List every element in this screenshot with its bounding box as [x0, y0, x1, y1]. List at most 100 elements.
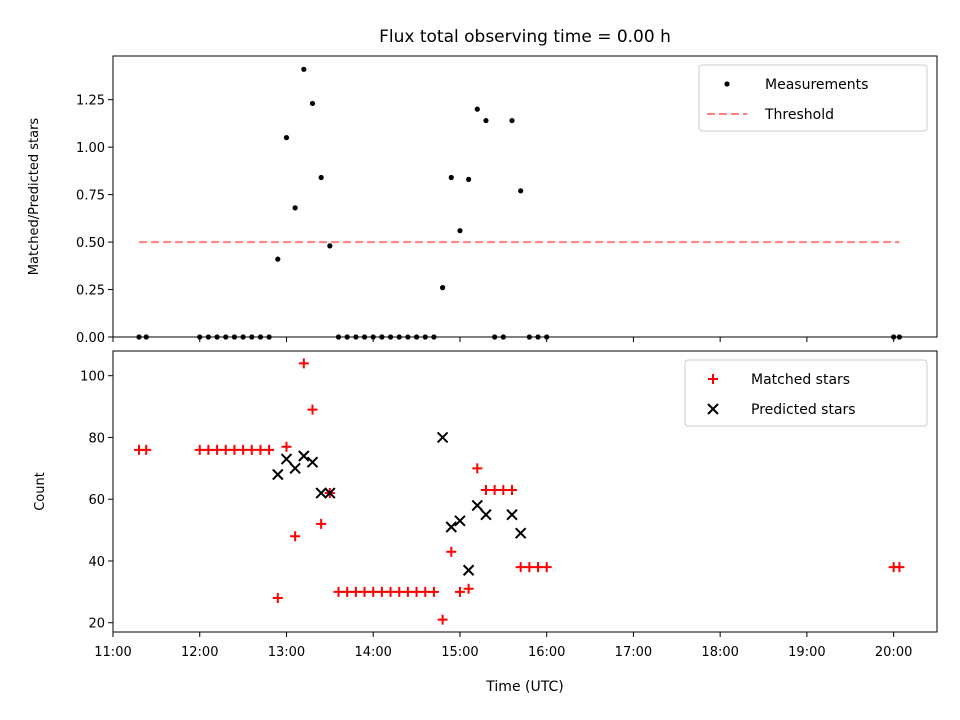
series-measurements — [136, 66, 903, 340]
matched-star-point — [359, 586, 370, 597]
matched-star-point — [342, 586, 353, 597]
matched-star-point — [203, 444, 214, 455]
measurement-point — [431, 334, 437, 340]
series-predicted-stars — [272, 431, 527, 576]
matched-star-point — [298, 358, 309, 369]
measurement-point — [405, 334, 411, 340]
predicted-star-point — [454, 515, 466, 527]
measurement-point — [535, 334, 541, 340]
predicted-star-point — [436, 431, 449, 444]
matched-star-point — [498, 484, 509, 495]
x-tick-label: 13:00 — [268, 645, 305, 660]
measurement-point — [422, 334, 428, 340]
predicted-star-point — [480, 508, 492, 521]
legend-label: Threshold — [764, 107, 834, 123]
predicted-star-point — [445, 521, 457, 533]
matched-star-point — [316, 518, 327, 529]
measurement-point — [344, 334, 350, 340]
measurement-point — [214, 334, 220, 340]
matched-star-point — [894, 562, 905, 573]
measurement-point — [509, 117, 515, 124]
y-axis-label: Matched/Predicted stars — [27, 118, 42, 276]
plot-area — [136, 66, 903, 340]
matched-star-point — [463, 583, 474, 594]
y-axis-label: Count — [33, 472, 48, 511]
legend-frame — [698, 64, 928, 132]
legend-label: Measurements — [765, 77, 868, 93]
matched-star-point — [281, 441, 292, 452]
measurement-point — [466, 176, 472, 183]
predicted-star-point — [324, 487, 336, 499]
matched-star-point — [220, 444, 231, 455]
y-tick-label: 80 — [88, 431, 105, 446]
matched-star-point — [272, 593, 283, 604]
matched-star-point — [333, 586, 344, 597]
y-tick-label: 40 — [88, 555, 105, 570]
matched-star-point — [428, 586, 439, 597]
matched-star-point — [480, 484, 491, 495]
measurement-point — [518, 188, 524, 194]
measurement-point — [891, 334, 897, 340]
y-tick-label: 0.00 — [76, 331, 105, 346]
matched-star-point — [437, 614, 448, 625]
matched-star-point — [350, 586, 361, 597]
y-tick-label: 1.25 — [76, 94, 105, 109]
measurement-point — [387, 334, 394, 340]
matched-star-point — [290, 531, 301, 542]
matched-star-point — [524, 562, 535, 573]
matched-star-point — [472, 463, 483, 474]
measurement-point — [457, 228, 463, 234]
y-tick-label: 60 — [88, 493, 105, 508]
predicted-star-point — [471, 499, 484, 512]
measurement-point — [370, 334, 376, 340]
predicted-star-point — [462, 564, 475, 576]
measurement-point — [205, 334, 212, 340]
legend: Measurements Threshold — [698, 64, 928, 132]
measurement-point — [197, 334, 203, 340]
y-tick-label: 0.75 — [76, 189, 105, 204]
legend-frame — [684, 359, 928, 427]
measurement-point — [526, 334, 532, 340]
matched-star-point — [264, 444, 275, 455]
matched-star-point — [454, 586, 465, 597]
measurement-point — [361, 334, 368, 340]
x-tick-label: 15:00 — [441, 645, 478, 660]
measurement-point — [335, 334, 342, 340]
measurement-point — [440, 285, 446, 291]
x-tick-label: 18:00 — [701, 645, 738, 660]
matched-star-point — [238, 444, 249, 455]
measurement-point — [544, 334, 550, 340]
measurement-point — [309, 100, 316, 107]
predicted-star-point — [289, 462, 301, 475]
measurement-point — [318, 174, 324, 181]
matched-star-point — [489, 484, 500, 495]
matched-star-point — [229, 444, 240, 455]
series-matched-stars — [134, 358, 905, 625]
predicted-star-point — [298, 450, 310, 462]
predicted-star-point — [315, 487, 327, 499]
measurement-point — [257, 334, 264, 340]
matched-star-point — [255, 444, 266, 455]
matched-star-point — [194, 444, 205, 455]
measurement-point — [396, 334, 402, 340]
x-tick-label: 20:00 — [875, 645, 912, 660]
legend-dot-marker — [724, 81, 730, 87]
measurement-point — [474, 106, 480, 112]
matched-star-point — [394, 586, 405, 597]
measurement-point — [379, 334, 385, 340]
matched-star-point — [533, 562, 544, 573]
measurement-point — [483, 117, 489, 124]
legend-label: Predicted stars — [751, 402, 856, 418]
predicted-star-point — [306, 456, 319, 468]
measurement-point — [231, 334, 238, 340]
top-panel: 0.00 0.25 0.50 0.75 1.00 1.25 Matched/Predicte… — [27, 27, 938, 346]
predicted-star-point — [506, 508, 518, 521]
legend-label: Matched stars — [751, 372, 850, 388]
measurement-point — [500, 334, 506, 340]
y-tick-label: 20 — [88, 617, 105, 632]
x-tick-label: 19:00 — [788, 645, 825, 660]
matched-star-point — [420, 586, 431, 597]
matched-star-point — [246, 444, 257, 455]
axes-frame — [112, 350, 938, 633]
axes-frame — [112, 55, 938, 338]
